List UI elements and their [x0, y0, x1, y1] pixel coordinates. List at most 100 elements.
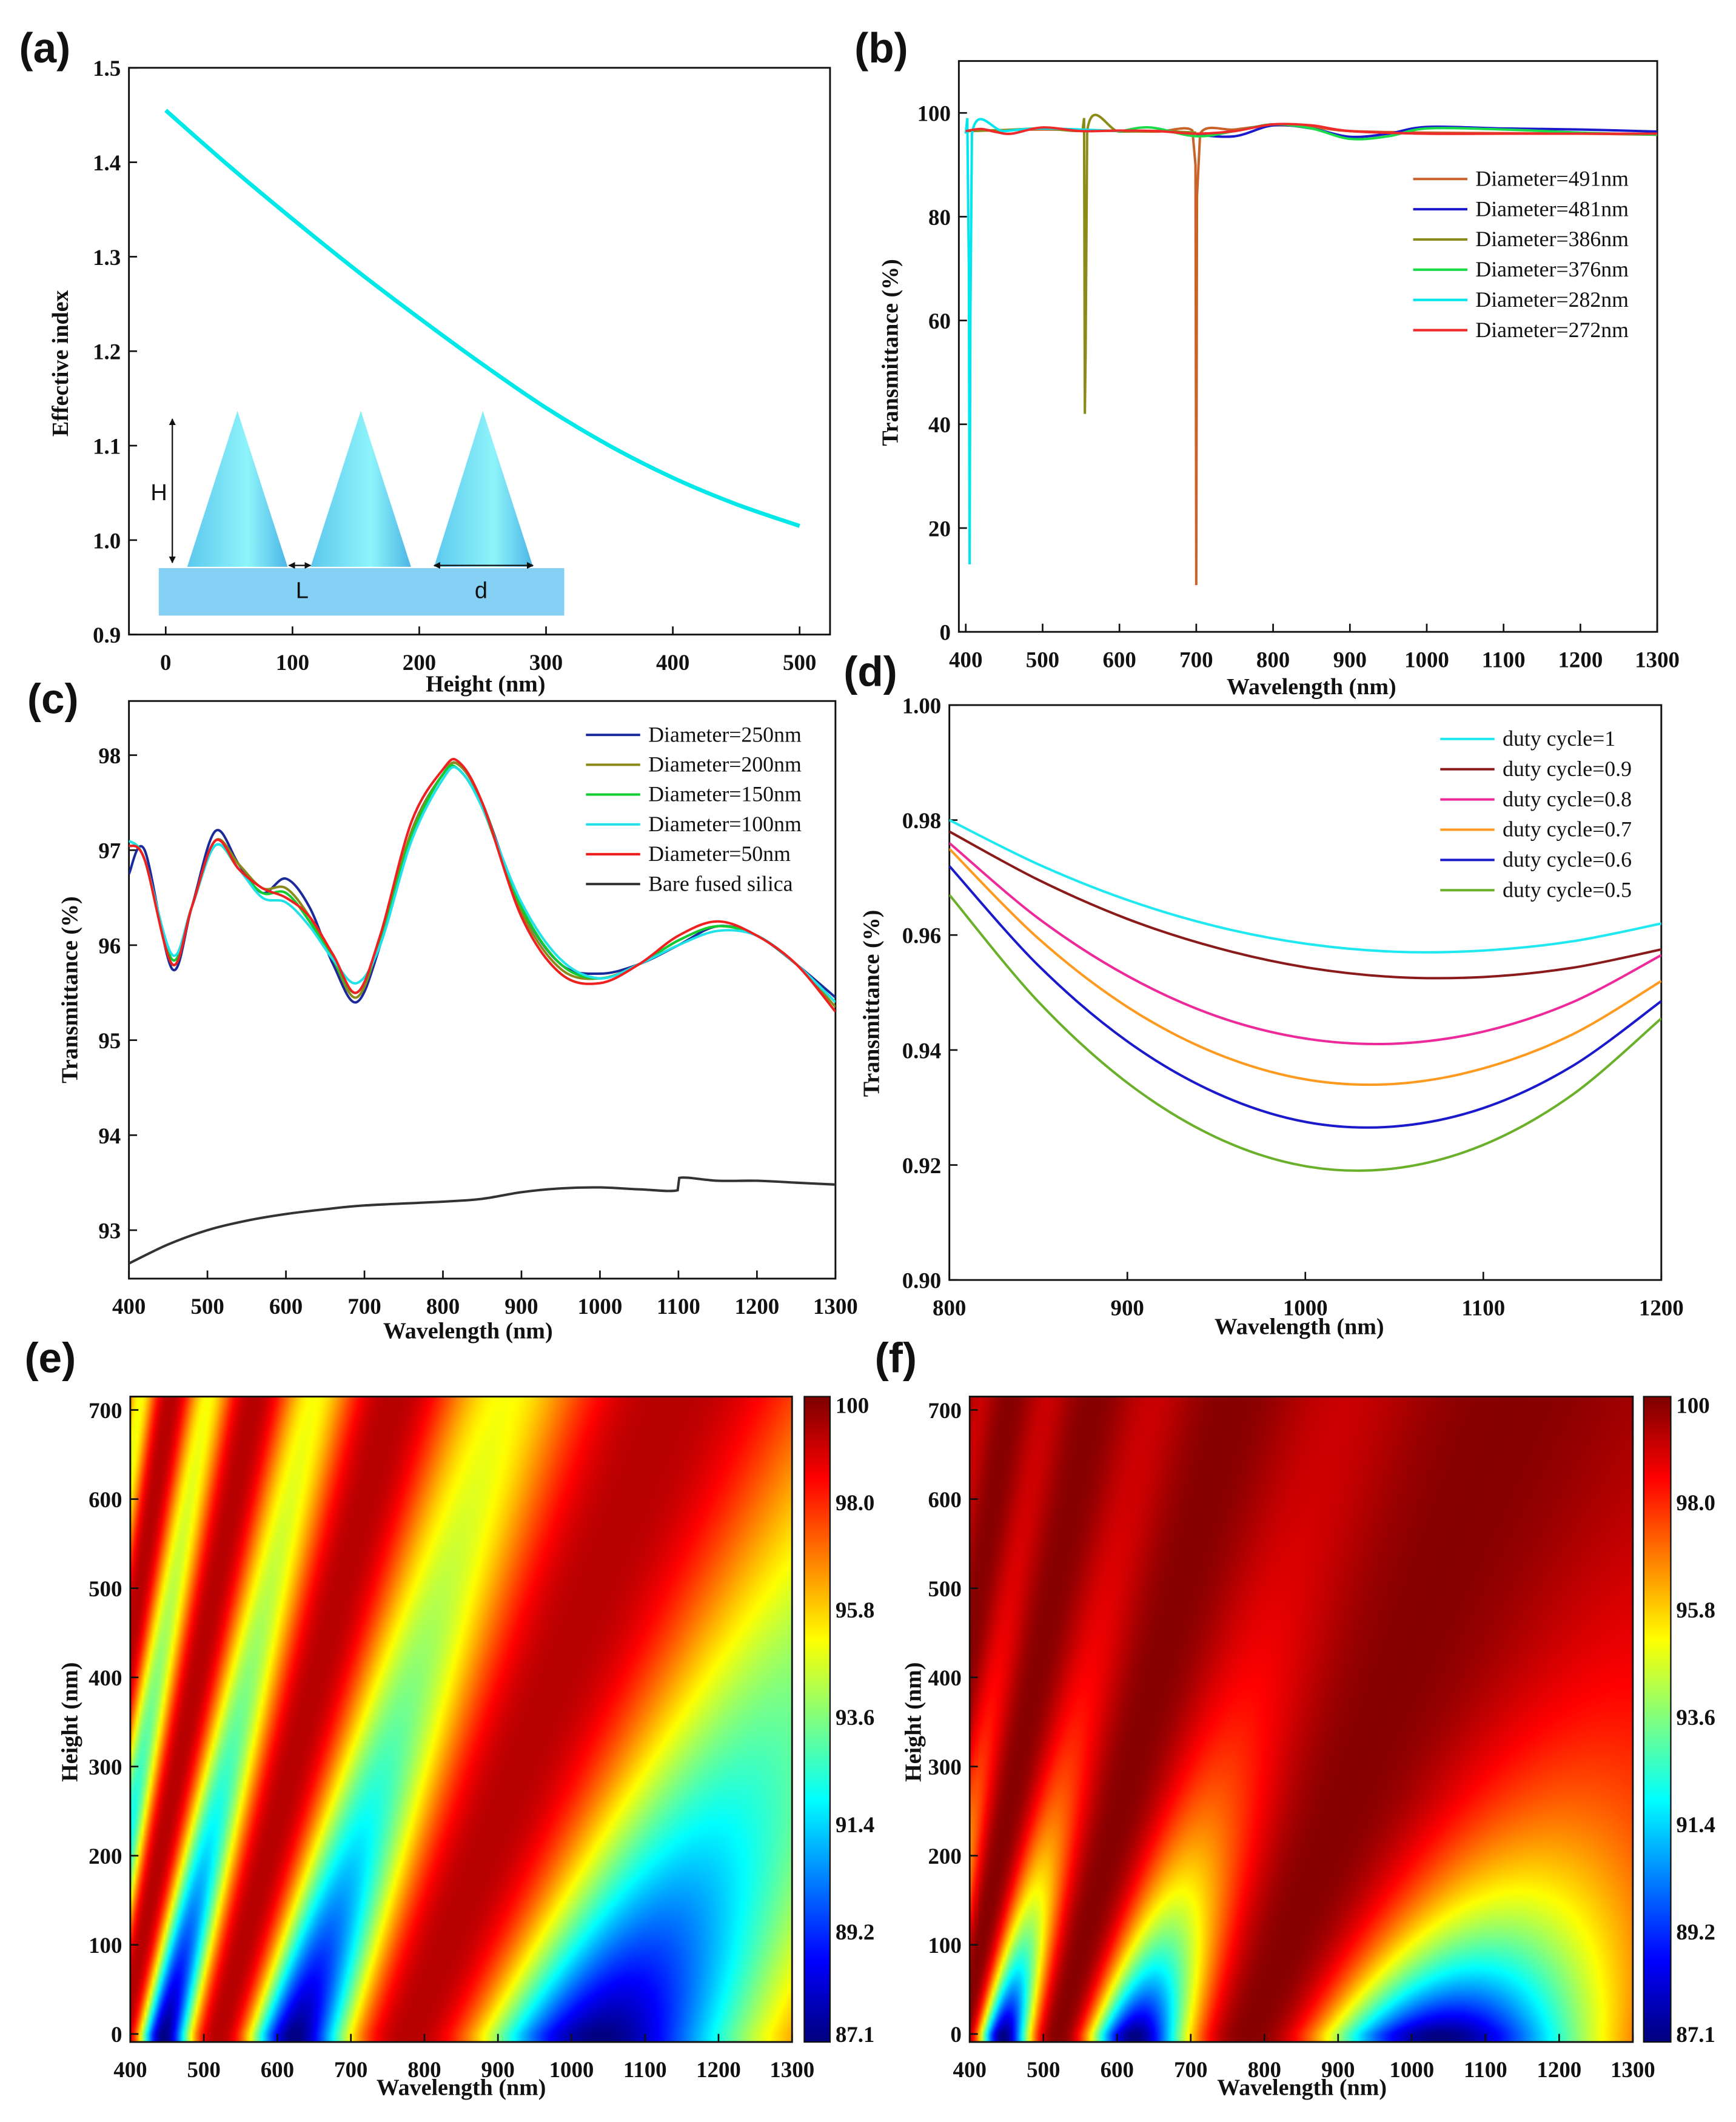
- plot-frame: [129, 1396, 793, 2043]
- legend-label: Diameter=150nm: [648, 782, 802, 806]
- legend-label: duty cycle=0.7: [1503, 817, 1632, 842]
- colorbar-tick-label: 91.4: [836, 1812, 875, 1837]
- chart-c: 400 500 600 700 800 900 1000 1100 1200 1300 93 94 95…: [58, 700, 858, 1344]
- y-tick-label: 1.3: [93, 245, 121, 270]
- series-line-5: [965, 122, 1658, 135]
- legend-label: Diameter=376nm: [1475, 257, 1629, 281]
- legend-label: Diameter=481nm: [1475, 196, 1629, 221]
- x-tick-label: 1000: [1283, 1295, 1328, 1320]
- cone-structure-inset: H L d: [150, 410, 565, 616]
- x-tick-label: 900: [1111, 1295, 1144, 1320]
- x-tick-label: 600: [1102, 647, 1136, 672]
- y-tick-label: 500: [89, 1576, 122, 1601]
- x-tick-label: 400: [949, 647, 982, 672]
- colorbar-frame: [803, 1396, 831, 2043]
- inset-label-h: H: [150, 480, 167, 506]
- x-tick-label: 1200: [696, 2057, 741, 2082]
- x-tick-label: 1200: [1558, 647, 1603, 672]
- plot-frame: [957, 60, 1658, 633]
- y-tick-label: 200: [928, 1844, 961, 1869]
- y-axis-title: Transmittance (%): [859, 910, 884, 1097]
- y-tick-label: 0: [950, 2022, 961, 2047]
- series-line-5: [129, 1176, 836, 1265]
- y-tick-label: 20: [928, 516, 951, 541]
- series-line-4: [964, 118, 1120, 564]
- y-axis-title: Effective index: [48, 290, 73, 437]
- colorbar-tick-label: 93.6: [1676, 1705, 1715, 1730]
- x-tick-label: 400: [112, 1294, 146, 1319]
- x-tick-label: 500: [190, 1294, 224, 1319]
- colorbar-tick-label: 87.1: [836, 2022, 875, 2047]
- x-tick-label: 1100: [1482, 647, 1526, 672]
- x-axis-title: Wavelength (nm): [1227, 674, 1396, 700]
- panel-label-d: (d): [843, 648, 897, 695]
- substrate: [158, 568, 565, 616]
- y-tick-label: 97: [98, 838, 121, 863]
- y-tick-label: 700: [928, 1398, 961, 1423]
- x-tick-label: 600: [1101, 2057, 1134, 2082]
- legend-label: Diameter=282nm: [1475, 287, 1629, 312]
- x-tick-label: 900: [504, 1294, 538, 1319]
- y-tick-label: 0.9: [93, 623, 121, 648]
- series-line-0: [164, 109, 800, 528]
- y-tick-label: 93: [98, 1218, 121, 1243]
- x-tick-label: 400: [113, 2057, 147, 2082]
- chart-d: 800 900 1000 1100 1200 0.90 0.92 0.94 0.96 0.98 1.…: [859, 693, 1683, 1339]
- x-tick-label: 1000: [549, 2057, 594, 2082]
- panel-label-e: (e): [24, 1334, 76, 1381]
- x-tick-label: 1300: [1610, 2057, 1655, 2082]
- x-tick-label: 1100: [1464, 2057, 1507, 2082]
- x-tick-label: 600: [261, 2057, 294, 2082]
- x-tick-label: 1100: [623, 2057, 667, 2082]
- x-axis-title: Wavelength (nm): [1217, 2075, 1387, 2100]
- panel-label-b: (b): [854, 24, 908, 72]
- series-line-3: [949, 848, 1661, 1086]
- y-tick-label: 0.96: [902, 923, 942, 948]
- y-tick-label: 94: [98, 1123, 121, 1148]
- x-tick-label: 400: [953, 2057, 987, 2082]
- y-tick-label: 40: [928, 412, 951, 437]
- x-tick-label: 1200: [1639, 1295, 1684, 1320]
- y-tick-label: 600: [89, 1487, 122, 1512]
- y-tick-label: 1.2: [93, 340, 121, 364]
- heatmap-image: [970, 1396, 1633, 2043]
- x-tick-label: 500: [783, 650, 816, 675]
- series-line-0: [965, 124, 1658, 586]
- y-tick-label: 0.92: [902, 1153, 942, 1178]
- x-tick-label: 1300: [813, 1294, 858, 1319]
- y-tick-label: 60: [928, 309, 951, 333]
- colorbar-tick-label: 91.4: [1676, 1812, 1715, 1837]
- x-tick-label: 500: [187, 2057, 220, 2082]
- legend-label: Diameter=272nm: [1475, 318, 1629, 342]
- y-tick-label: 500: [928, 1576, 961, 1601]
- x-tick-label: 900: [1321, 2057, 1355, 2082]
- x-axis-title: Wavelength (nm): [377, 2075, 546, 2100]
- x-tick-label: 700: [1174, 2057, 1207, 2082]
- series-line-0: [949, 818, 1661, 954]
- y-tick-label: 100: [917, 101, 951, 126]
- legend-label: duty cycle=0.5: [1503, 877, 1632, 902]
- colorbar-tick-label: 98.0: [836, 1490, 875, 1515]
- y-axis-title: Height (nm): [58, 1662, 83, 1782]
- y-axis-title: Height (nm): [901, 1662, 927, 1782]
- panel-label-a: (a): [19, 24, 71, 72]
- series-line-2: [949, 842, 1661, 1046]
- legend-label: Diameter=386nm: [1475, 227, 1629, 251]
- cone: [187, 410, 288, 567]
- y-tick-label: 100: [89, 1933, 122, 1958]
- x-tick-label: 0: [160, 650, 171, 675]
- x-tick-label: 900: [481, 2057, 515, 2082]
- cone: [310, 410, 411, 567]
- legend-label: Diameter=200nm: [648, 752, 802, 777]
- x-tick-label: 700: [334, 2057, 367, 2082]
- series-line-2: [965, 113, 1196, 414]
- chart-f: 87.1 89.2 91.4 93.6 95.8 98.0 100 400 500 600 700 8…: [901, 1393, 1715, 2100]
- series-line-5: [949, 894, 1661, 1172]
- series-group: [949, 818, 1661, 1172]
- x-axis-title: Wavelength (nm): [1215, 1314, 1384, 1340]
- y-tick-label: 400: [89, 1665, 122, 1690]
- y-tick-label: 95: [98, 1028, 121, 1053]
- y-tick-label: 1.1: [93, 433, 121, 458]
- colorbar-tick-label: 100: [1676, 1393, 1709, 1417]
- x-tick-label: 1300: [769, 2057, 814, 2082]
